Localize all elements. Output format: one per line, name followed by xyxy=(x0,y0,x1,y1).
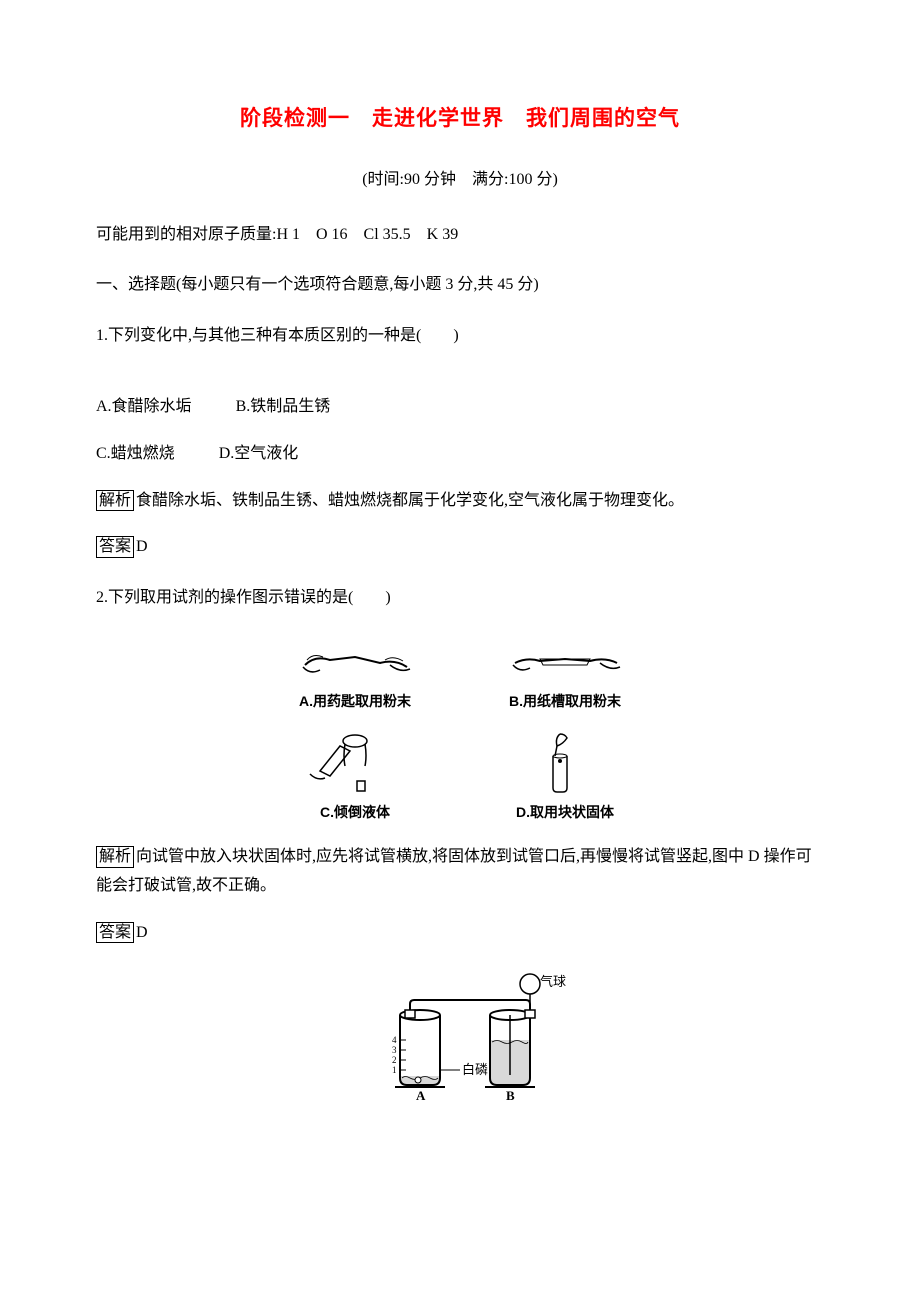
q1-option-d: D.空气液化 xyxy=(219,440,299,469)
q2-fig-b-image xyxy=(505,635,625,685)
q2-fig-c-caption: C.倾倒液体 xyxy=(320,800,390,825)
answer-label: 答案 xyxy=(96,536,134,557)
analysis-label: 解析 xyxy=(96,846,134,867)
q2-fig-a-caption: A.用药匙取用粉末 xyxy=(299,689,411,714)
q1-options-row1: A.食醋除水垢 B.铁制品生锈 xyxy=(96,393,824,422)
answer-label: 答案 xyxy=(96,922,134,943)
section-heading: 一、选择题(每小题只有一个选项符合题意,每小题 3 分,共 45 分) xyxy=(96,271,824,300)
scale-3: 3 xyxy=(392,1045,397,1055)
q1-option-c: C.蜡烛燃烧 xyxy=(96,440,175,469)
balloon-label: 气球 xyxy=(540,974,566,989)
q2-fig-c-image xyxy=(295,726,415,796)
q2-analysis: 解析向试管中放入块状固体时,应先将试管横放,将固体放到试管口后,再慢慢将试管竖起… xyxy=(96,843,824,901)
scale-4: 4 xyxy=(392,1035,397,1045)
q1-analysis: 解析食醋除水垢、铁制品生锈、蜡烛燃烧都属于化学变化,空气液化属于物理变化。 xyxy=(96,487,824,516)
q2-fig-d-image xyxy=(505,726,625,796)
q1-option-b: B.铁制品生锈 xyxy=(236,393,331,422)
apparatus-figure: 1 2 3 4 气球 白磷 A B xyxy=(96,970,824,1110)
bottle-b-label: B xyxy=(506,1088,515,1103)
q2-figures: A.用药匙取用粉末 B.用纸槽取用粉末 xyxy=(96,635,824,825)
bottle-a-label: A xyxy=(416,1088,426,1103)
q2-stem: 2.下列取用试剂的操作图示错误的是( ) xyxy=(96,584,824,613)
scale-1: 1 xyxy=(392,1065,397,1075)
q1-stem: 1.下列变化中,与其他三种有本质区别的一种是( ) xyxy=(96,322,824,351)
q2-fig-d-caption: D.取用块状固体 xyxy=(516,800,614,825)
q1-answer: 答案D xyxy=(96,533,824,562)
q1-option-a: A.食醋除水垢 xyxy=(96,393,192,422)
q2-analysis-text: 向试管中放入块状固体时,应先将试管横放,将固体放到试管口后,再慢慢将试管竖起,图… xyxy=(96,848,812,894)
q2-fig-b-caption: B.用纸槽取用粉末 xyxy=(509,689,621,714)
exam-title: 阶段检测一 走进化学世界 我们周围的空气 xyxy=(96,100,824,138)
q2-answer: 答案D xyxy=(96,919,824,948)
q2-answer-text: D xyxy=(136,924,148,941)
scale-2: 2 xyxy=(392,1055,397,1065)
q1-analysis-text: 食醋除水垢、铁制品生锈、蜡烛燃烧都属于化学变化,空气液化属于物理变化。 xyxy=(136,492,684,509)
atomic-mass-line: 可能用到的相对原子质量:H 1 O 16 Cl 35.5 K 39 xyxy=(96,221,824,250)
q2-fig-a-image xyxy=(295,635,415,685)
q1-options-row2: C.蜡烛燃烧 D.空气液化 xyxy=(96,440,824,469)
phosphorus-label: 白磷 xyxy=(462,1062,488,1077)
exam-subtitle: (时间:90 分钟 满分:100 分) xyxy=(96,166,824,195)
analysis-label: 解析 xyxy=(96,490,134,511)
q1-answer-text: D xyxy=(136,538,148,555)
